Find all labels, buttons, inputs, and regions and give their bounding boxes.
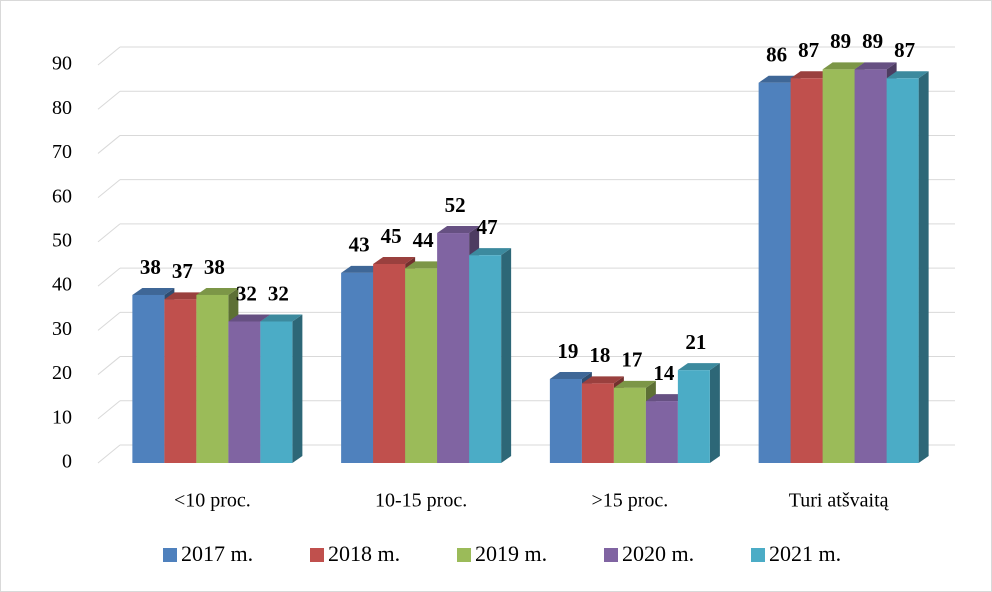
grid-line-side (97, 135, 121, 154)
bar-top (228, 314, 271, 322)
bar-top (405, 261, 448, 269)
y-tick-label: 90 (52, 53, 72, 75)
grid-line-side (97, 90, 121, 110)
bar-top (164, 292, 207, 300)
bar-top (260, 314, 303, 322)
legend-swatch (310, 548, 324, 562)
grid-line-side (97, 400, 121, 420)
value-label: 18 (589, 343, 610, 367)
value-label: 32 (268, 281, 289, 305)
grid-line-side (97, 179, 121, 199)
bar-top (132, 287, 175, 295)
x-tick-label: 10-15 proc. (375, 490, 467, 512)
bar (581, 383, 614, 463)
bar (132, 294, 165, 463)
y-tick-label: 70 (52, 141, 72, 163)
value-label: 87 (894, 38, 915, 62)
value-label: 86 (766, 43, 787, 67)
grid-line-side (97, 356, 121, 375)
bar-top (645, 394, 688, 402)
bar (854, 69, 887, 463)
bar-top (854, 62, 897, 70)
bar-top (196, 287, 239, 295)
value-label: 32 (236, 281, 257, 305)
x-tick-label: >15 proc. (591, 490, 668, 512)
bar-side (501, 248, 512, 463)
bar (790, 78, 823, 464)
bar-side (918, 71, 929, 464)
bar (260, 321, 293, 463)
legend-label: 2019 m. (475, 541, 547, 566)
x-tick-label: Turi atšvaitą (789, 490, 890, 512)
grid-line-side (97, 223, 121, 243)
y-tick-label: 60 (52, 185, 72, 207)
bar-top (822, 62, 865, 70)
bar (613, 387, 646, 463)
y-tick-label: 30 (52, 318, 72, 340)
bar-side (709, 363, 720, 463)
bar (549, 378, 582, 463)
legend-label: 2018 m. (328, 541, 400, 566)
grid-line-side (97, 267, 121, 287)
bar-top (790, 71, 833, 79)
bar-top (373, 257, 416, 264)
bar (373, 264, 406, 463)
legend-swatch (163, 548, 177, 562)
value-label: 19 (557, 339, 578, 363)
y-tick-label: 80 (52, 97, 72, 119)
bar (405, 268, 438, 463)
value-label: 89 (862, 29, 883, 53)
grid-line-side (97, 46, 121, 66)
legend-label: 2021 m. (769, 541, 841, 566)
bar (677, 370, 710, 463)
legend-swatch (604, 548, 618, 562)
bar (645, 401, 678, 463)
value-label: 38 (140, 255, 161, 279)
value-label: 37 (172, 259, 193, 283)
value-label: 47 (477, 215, 498, 239)
legend-label: 2020 m. (622, 541, 694, 566)
y-tick-label: 0 (62, 451, 72, 473)
bar-top (341, 265, 384, 273)
value-label: 17 (621, 348, 642, 372)
value-label: 89 (830, 29, 851, 53)
bar (437, 233, 470, 463)
value-label: 52 (445, 193, 466, 217)
legend-swatch (751, 548, 765, 562)
x-tick-label: <10 proc. (174, 490, 251, 512)
y-tick-label: 40 (52, 274, 72, 296)
bar (469, 255, 502, 463)
bar (758, 82, 791, 463)
grid-line-side (97, 311, 121, 331)
value-label: 14 (653, 361, 675, 385)
value-label: 38 (204, 255, 225, 279)
bar (196, 294, 229, 463)
grid-line-side (97, 444, 121, 464)
value-label: 87 (798, 38, 819, 62)
value-label: 45 (381, 224, 402, 248)
legend-swatch (457, 548, 471, 562)
bar-top (758, 75, 801, 83)
bar-top (549, 371, 592, 379)
value-label: 44 (413, 228, 435, 252)
bar-top (613, 380, 656, 388)
legend-label: 2017 m. (181, 541, 253, 566)
bar-top (469, 248, 512, 256)
bar (228, 321, 261, 463)
value-label: 21 (685, 330, 706, 354)
bar-top (581, 376, 624, 384)
bar (164, 299, 197, 463)
y-tick-label: 10 (52, 406, 72, 428)
value-label: 43 (349, 233, 370, 257)
bar-top (677, 363, 720, 371)
bar (886, 78, 919, 464)
bar-top (886, 71, 929, 79)
bar (341, 272, 374, 463)
bar (822, 69, 855, 463)
bar-top (437, 226, 480, 234)
y-tick-label: 50 (52, 229, 72, 251)
bar-side (292, 314, 303, 463)
y-tick-label: 20 (52, 362, 72, 384)
